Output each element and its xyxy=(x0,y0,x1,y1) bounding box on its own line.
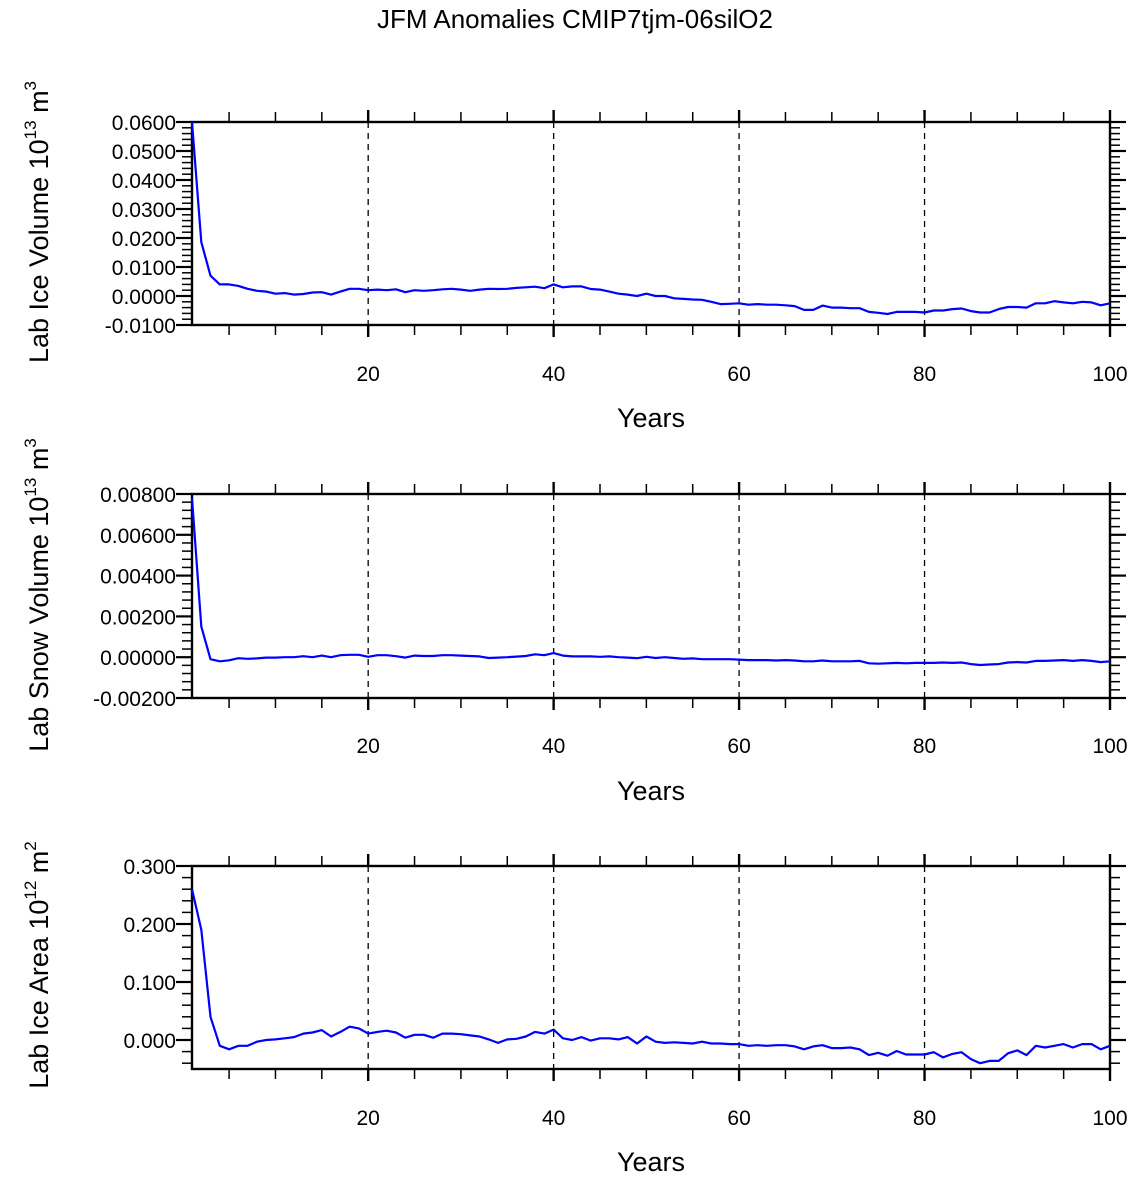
y-tick-label: 0.100 xyxy=(123,972,176,995)
y-axis-label: Lab Ice Volume 1013 m3 xyxy=(21,81,54,363)
panel-1: -0.0100 0.0000 0.0100 0.0200 0.0300 0.0400 0.0… xyxy=(21,81,1128,433)
panel-2: -0.00200 0.00000 0.00200 0.00400 0.00600 0.00… xyxy=(21,438,1128,806)
x-axis-label: Years xyxy=(617,403,685,433)
chart-title: JFM Anomalies CMIP7tjm-06silO2 xyxy=(377,4,773,34)
y-label-text: Lab Ice Area 10 xyxy=(24,900,54,1089)
y-tick-label: 0.0500 xyxy=(112,141,176,164)
x-tick-label: 20 xyxy=(357,1107,380,1130)
y-tick-label: 0.00000 xyxy=(100,647,176,670)
y-tick-label: 0.0200 xyxy=(112,228,176,251)
y-label-superscript: 13 xyxy=(21,478,40,497)
y-axis-label: Lab Ice Area 1012 m2 xyxy=(21,841,54,1089)
y-tick-label: 0.200 xyxy=(123,914,176,937)
x-tick-label: 60 xyxy=(727,363,750,386)
series-line xyxy=(190,888,1111,1065)
x-tick-label: 100 xyxy=(1092,735,1127,758)
y-axis-label: Lab Snow Volume 1013 m3 xyxy=(21,438,54,752)
y-label-superscript: 3 xyxy=(21,81,40,90)
y-label-text: m xyxy=(24,448,54,478)
x-tick-label: 40 xyxy=(542,735,565,758)
x-axis-label: Years xyxy=(617,1147,685,1177)
y-label-superscript: 12 xyxy=(21,881,40,900)
x-tick-label: 40 xyxy=(542,1107,565,1130)
y-tick-label: 0.0600 xyxy=(112,112,176,135)
x-tick-label: 20 xyxy=(357,363,380,386)
x-tick-label: 20 xyxy=(357,735,380,758)
plot-frame xyxy=(190,120,1112,327)
y-label-text: Lab Snow Volume 10 xyxy=(24,497,54,752)
x-axis-label: Years xyxy=(617,776,685,806)
x-tick-label: 60 xyxy=(727,1107,750,1130)
y-tick-label: 0.300 xyxy=(123,856,176,879)
y-tick-label: 0.0300 xyxy=(112,199,176,222)
y-tick-label: 0.000 xyxy=(123,1030,176,1053)
plot-frame xyxy=(190,864,1112,1071)
series-line xyxy=(190,121,1111,316)
plot-frame xyxy=(190,492,1112,700)
y-label-superscript: 13 xyxy=(21,120,40,139)
y-tick-label: -0.00200 xyxy=(93,688,176,711)
series-line xyxy=(190,498,1111,667)
y-tick-label: 0.0400 xyxy=(112,170,176,193)
y-tick-label: 0.00400 xyxy=(100,566,176,589)
y-tick-label: -0.0100 xyxy=(105,315,176,338)
x-tick-label: 80 xyxy=(913,1107,936,1130)
panel-3: 0.000 0.100 0.200 0.300 20 40 60 80 100 Years Lab … xyxy=(21,841,1128,1177)
y-label-text: m xyxy=(24,851,54,881)
x-tick-label: 80 xyxy=(913,735,936,758)
y-label-superscript: 2 xyxy=(21,841,40,850)
y-label-text: Lab Ice Volume 10 xyxy=(24,139,54,363)
x-tick-label: 100 xyxy=(1092,363,1127,386)
y-tick-label: 0.00200 xyxy=(100,606,176,629)
y-label-text: m xyxy=(24,90,54,120)
y-tick-label: 0.00800 xyxy=(100,484,176,507)
y-tick-label: 0.0000 xyxy=(112,286,176,309)
y-label-superscript: 3 xyxy=(21,438,40,447)
x-tick-label: 60 xyxy=(727,735,750,758)
x-tick-label: 100 xyxy=(1092,1107,1127,1130)
y-tick-label: 0.0100 xyxy=(112,257,176,280)
x-tick-label: 80 xyxy=(913,363,936,386)
y-tick-label: 0.00600 xyxy=(100,525,176,548)
x-tick-label: 40 xyxy=(542,363,565,386)
